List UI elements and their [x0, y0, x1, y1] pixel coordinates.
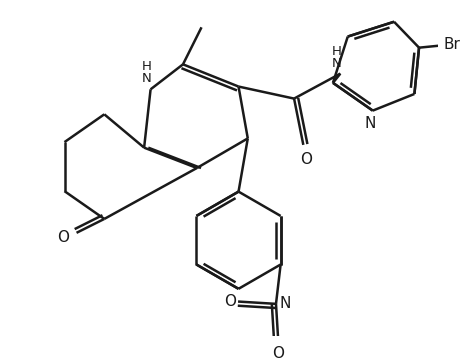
- Text: H
N: H N: [142, 60, 152, 85]
- Text: N: N: [279, 296, 291, 311]
- Text: O: O: [272, 347, 284, 361]
- Text: O: O: [224, 294, 236, 309]
- Text: H
N: H N: [332, 45, 342, 70]
- Text: O: O: [299, 152, 312, 167]
- Text: N: N: [365, 116, 376, 131]
- Text: Br: Br: [443, 37, 460, 52]
- Text: O: O: [58, 230, 70, 245]
